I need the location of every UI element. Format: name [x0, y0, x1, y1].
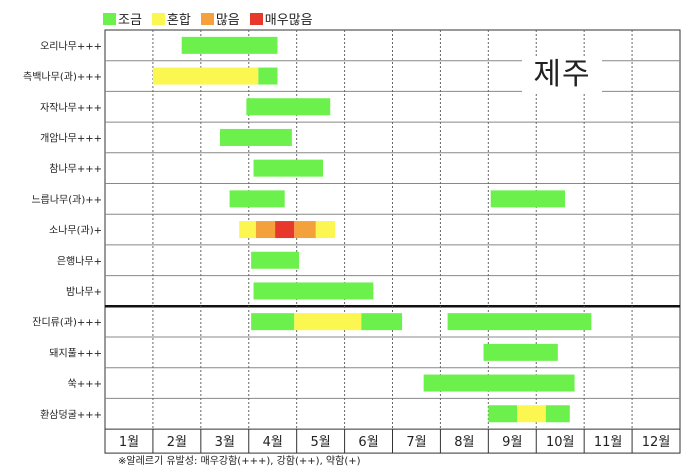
- x-tick-label: 1월: [119, 435, 139, 450]
- row-label: 돼지풀+++: [49, 347, 102, 359]
- row-label: 개암나무+++: [40, 132, 102, 144]
- bar-segment: [275, 221, 295, 239]
- legend-item: 조금: [103, 9, 142, 28]
- bar-segment: [423, 374, 575, 392]
- legend-label: 조금: [118, 13, 142, 28]
- x-tick-label: 9월: [502, 435, 522, 450]
- bar-segment: [517, 405, 546, 423]
- row-label: 측백나무(과)+++: [23, 71, 102, 83]
- bar-segment: [229, 190, 285, 208]
- legend-swatch: [249, 12, 263, 25]
- row-label: 느릅나무(과)++: [31, 194, 102, 206]
- row-label: 잔디류(과)+++: [32, 317, 102, 329]
- legend-item: 많음: [200, 9, 240, 28]
- legend-label: 많음: [215, 13, 240, 28]
- footnote: ※알레르기 유발성: 매우강함(+++), 강함(++), 약함(+): [118, 456, 361, 467]
- legend-label: 매우많음: [264, 13, 313, 28]
- bar-segment: [447, 313, 592, 331]
- bar-segment: [246, 98, 331, 116]
- x-tick-label: 3월: [215, 435, 235, 450]
- bar-segment: [253, 282, 374, 300]
- row-label: 환삼덩굴+++: [40, 409, 102, 421]
- row-label: 은행나무+: [57, 255, 102, 267]
- legend-swatch: [151, 12, 165, 25]
- x-tick-label: 11월: [594, 435, 623, 450]
- bar-segment: [255, 221, 276, 239]
- bar-segment: [253, 159, 324, 177]
- bar-segment: [294, 313, 362, 331]
- bar-segment: [152, 67, 259, 85]
- x-tick-label: 10월: [546, 435, 575, 450]
- row-label: 오리나무+++: [40, 40, 102, 52]
- bar-segment: [220, 128, 292, 146]
- x-tick-label: 7월: [406, 435, 426, 450]
- x-tick-label: 2월: [167, 435, 187, 450]
- row-label: 자작나무+++: [40, 102, 102, 114]
- legend: 조금 혼합 많음 매우많음: [103, 9, 313, 28]
- bar-segment: [239, 221, 256, 239]
- region-label: 제주: [522, 56, 602, 94]
- legend-label: 혼합: [166, 13, 191, 28]
- row-label: 참나무+++: [49, 163, 102, 175]
- x-tick-label: 12월: [642, 435, 671, 450]
- bar-segment: [258, 67, 278, 85]
- bar-segment: [483, 343, 558, 361]
- bar-segment: [181, 36, 278, 54]
- bar-segment: [315, 221, 335, 239]
- row-label: 쑥+++: [68, 378, 102, 390]
- x-tick-label: 8월: [454, 435, 474, 450]
- row-label: 밤나무+: [66, 286, 102, 298]
- legend-item: 매우많음: [249, 9, 313, 28]
- x-tick-label: 6월: [358, 435, 378, 450]
- bar-segment: [361, 313, 403, 331]
- legend-swatch: [200, 12, 214, 25]
- bar-segment: [294, 221, 316, 239]
- bar-segment: [545, 405, 570, 423]
- bar-segment: [251, 313, 295, 331]
- bar-segment: [490, 190, 565, 208]
- x-tick-label: 5월: [311, 435, 331, 450]
- legend-swatch: [103, 12, 116, 25]
- bar-segment: [488, 405, 518, 423]
- row-label: 소나무(과)+: [49, 225, 102, 237]
- bar-segment: [251, 251, 300, 269]
- x-tick-label: 4월: [263, 435, 283, 450]
- legend-item: 혼합: [151, 9, 191, 28]
